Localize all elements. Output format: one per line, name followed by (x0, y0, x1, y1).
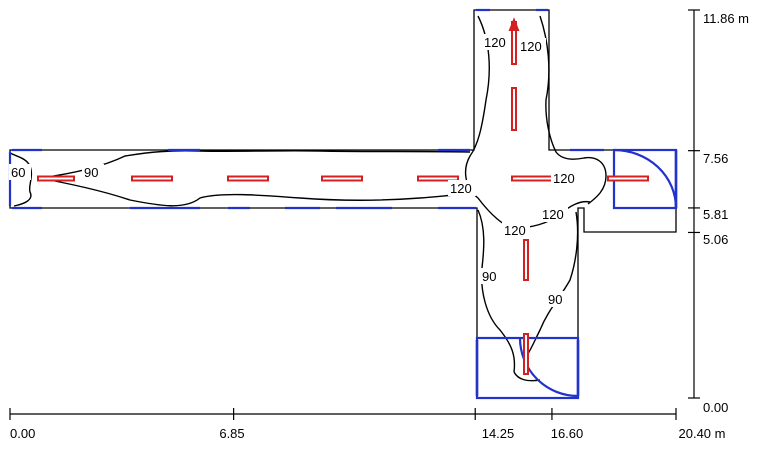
luminaire (523, 333, 529, 375)
y-axis-labels: 0.00 5.06 5.81 7.56 11.86 m (703, 11, 749, 415)
y-axis (688, 9, 700, 399)
isoline-120-northeast (539, 15, 607, 205)
luminaire (607, 175, 649, 182)
isoline-label: 120 (504, 223, 526, 238)
luminaires (37, 17, 649, 375)
x-tick-label: 16.60 (551, 426, 584, 441)
isoline-labels: 60 90 120 120 120 120 120 120 90 90 (9, 34, 579, 307)
luminaire (511, 87, 517, 131)
isoline-60 (9, 152, 33, 207)
isoline-label: 120 (553, 171, 575, 186)
x-tick-label: 20.40 m (679, 426, 726, 441)
luminaire (227, 175, 269, 182)
isoline-label: 120 (450, 181, 472, 196)
y-tick-label: 7.56 (703, 151, 728, 166)
x-axis (9, 408, 677, 420)
x-tick-label: 0.00 (10, 426, 35, 441)
luminaire (417, 175, 459, 182)
isoline-label: 60 (11, 165, 25, 180)
isoline-label: 120 (542, 207, 564, 222)
isoline-90-southwest (477, 209, 516, 373)
luminaire (523, 239, 529, 281)
y-tick-label: 5.06 (703, 232, 728, 247)
isoline-label: 90 (548, 292, 562, 307)
luminaire (321, 175, 363, 182)
door-swing-south (518, 337, 579, 398)
x-axis-labels: 0.00 6.85 14.25 16.60 20.40 m (10, 426, 725, 441)
x-axis-ticks (9, 408, 677, 420)
luminaire-arrow-head (508, 17, 520, 31)
luminaire (37, 175, 75, 182)
y-tick-label: 11.86 m (703, 11, 749, 26)
luminaire (131, 175, 173, 182)
isoline-120-north (464, 15, 516, 229)
x-tick-label: 14.25 (482, 426, 515, 441)
building-outline (9, 9, 677, 399)
building-walls (9, 9, 677, 399)
isoline-label: 90 (482, 269, 496, 284)
x-tick-label: 6.85 (219, 426, 244, 441)
isoline-90-west (39, 150, 473, 207)
y-tick-label: 0.00 (703, 400, 728, 415)
luminaire (511, 175, 553, 182)
isoline-label: 120 (520, 39, 542, 54)
isoline-label: 120 (484, 35, 506, 50)
isolines (9, 15, 607, 382)
isoline-label: 90 (84, 165, 98, 180)
y-axis-ticks (688, 9, 700, 399)
y-tick-label: 5.81 (703, 207, 728, 222)
